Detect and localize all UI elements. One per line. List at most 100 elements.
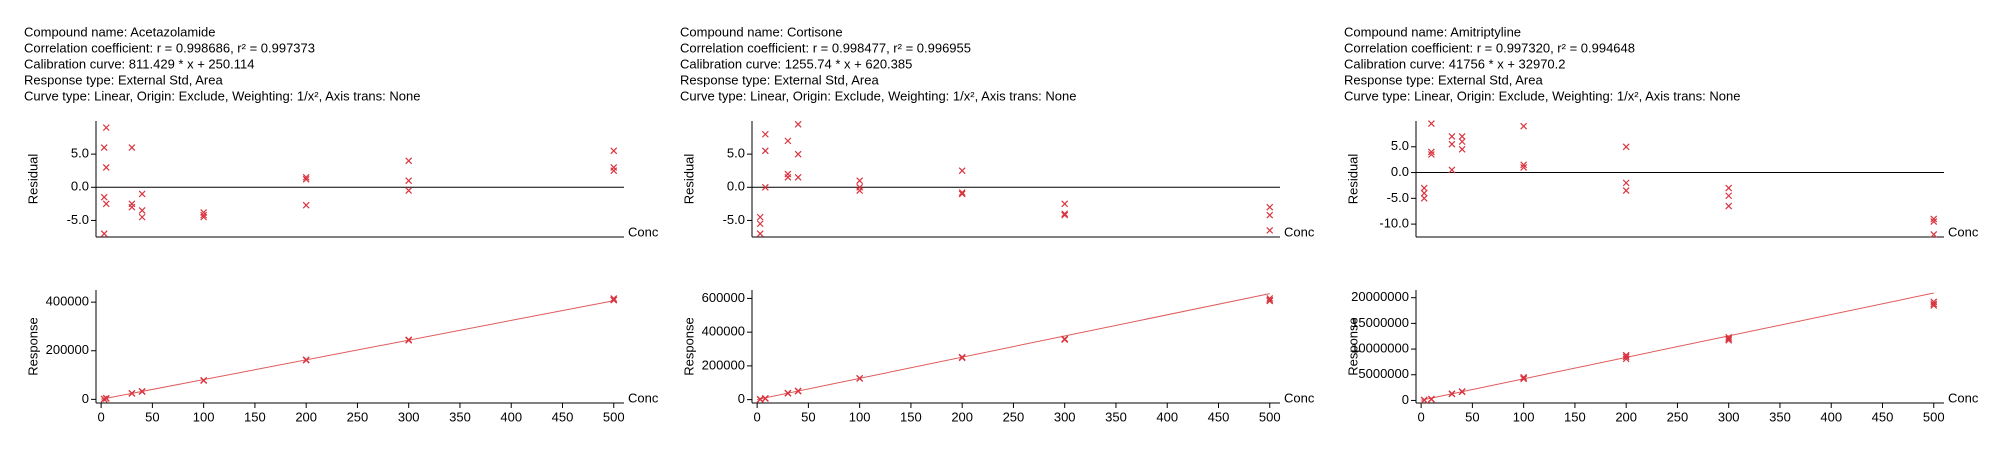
point xyxy=(1458,138,1466,146)
point xyxy=(1622,179,1630,187)
y-tick-label: -5.0 xyxy=(67,212,89,227)
header-line: Compound name: Cortisone xyxy=(680,24,843,39)
header-line: Curve type: Linear, Origin: Exclude, Wei… xyxy=(1344,88,1740,103)
point xyxy=(1061,210,1069,218)
x-tick-label: 450 xyxy=(1208,409,1230,424)
x-tick-label: 400 xyxy=(1156,409,1178,424)
fit-line xyxy=(1421,292,1934,401)
point xyxy=(1427,148,1435,156)
x-axis-label: Conc xyxy=(628,224,659,239)
point xyxy=(405,157,413,165)
point xyxy=(128,144,136,151)
point xyxy=(958,167,966,175)
y-tick-label: 0.0 xyxy=(71,179,89,194)
x-tick-label: 200 xyxy=(951,409,973,424)
y-tick-label: 0.0 xyxy=(1391,164,1409,179)
point xyxy=(794,150,802,158)
x-tick-label: 150 xyxy=(900,409,922,424)
x-tick-label: 450 xyxy=(552,409,574,424)
x-tick-label: 0 xyxy=(754,409,761,424)
point xyxy=(1427,151,1435,158)
point xyxy=(1420,184,1428,192)
point xyxy=(1725,336,1733,344)
point xyxy=(1930,230,1938,238)
point xyxy=(1061,336,1069,344)
x-tick-label: 250 xyxy=(1667,409,1689,424)
point xyxy=(1930,215,1938,223)
point xyxy=(794,387,802,395)
point xyxy=(784,389,792,397)
point xyxy=(100,193,108,201)
point xyxy=(1266,211,1274,219)
point xyxy=(1420,189,1428,197)
point xyxy=(1266,203,1274,211)
point xyxy=(1458,145,1466,153)
point xyxy=(1427,395,1435,403)
point xyxy=(128,389,136,397)
y-tick-label: 10000000 xyxy=(1351,341,1409,356)
header-line: Response type: External Std, Area xyxy=(680,72,879,87)
x-tick-label: 150 xyxy=(1564,409,1586,424)
point xyxy=(1427,120,1435,128)
point xyxy=(1930,300,1938,308)
x-tick-label: 100 xyxy=(1513,409,1535,424)
fit-line xyxy=(101,300,614,400)
point xyxy=(1448,390,1456,398)
fit-line xyxy=(757,293,1270,401)
x-axis-label: Conc xyxy=(1284,390,1315,405)
x-tick-label: 0 xyxy=(1418,409,1425,424)
point xyxy=(1725,192,1733,200)
header-line: Compound name: Amitriptyline xyxy=(1344,24,1521,39)
point xyxy=(794,120,802,128)
point xyxy=(1930,218,1938,225)
y-tick-label: 0 xyxy=(1402,392,1409,407)
point xyxy=(1622,353,1630,361)
header-line: Curve type: Linear, Origin: Exclude, Wei… xyxy=(24,88,420,103)
y-tick-label: 600000 xyxy=(702,290,745,305)
point xyxy=(138,207,146,214)
y-axis-label: Response xyxy=(681,317,696,376)
y-tick-label: 200000 xyxy=(46,342,89,357)
header-line: Correlation coefficient: r = 0.997320, r… xyxy=(1344,40,1635,55)
point xyxy=(610,295,618,302)
point xyxy=(405,336,413,344)
point xyxy=(200,213,208,221)
point xyxy=(856,187,864,195)
point xyxy=(1520,122,1528,130)
point xyxy=(1448,166,1456,174)
x-tick-label: 250 xyxy=(1003,409,1025,424)
point xyxy=(1448,140,1456,148)
point xyxy=(610,147,618,155)
x-tick-label: 350 xyxy=(1105,409,1127,424)
point xyxy=(1448,133,1456,140)
point xyxy=(610,167,618,175)
y-tick-label: 0 xyxy=(82,391,89,406)
y-tick-label: 200000 xyxy=(702,357,745,372)
x-tick-label: 300 xyxy=(398,409,420,424)
point xyxy=(102,124,110,132)
x-tick-label: 400 xyxy=(500,409,522,424)
x-tick-label: 350 xyxy=(449,409,471,424)
point xyxy=(1420,194,1428,202)
point xyxy=(784,170,792,178)
x-tick-label: 200 xyxy=(1615,409,1637,424)
x-axis-label: Conc xyxy=(628,390,659,405)
point xyxy=(856,177,864,185)
point xyxy=(1266,295,1274,302)
x-tick-label: 50 xyxy=(145,409,159,424)
y-axis-label: Residual xyxy=(25,154,40,205)
point xyxy=(784,173,792,181)
x-tick-label: 100 xyxy=(849,409,871,424)
y-tick-label: 400000 xyxy=(46,294,89,309)
x-tick-label: 0 xyxy=(98,409,105,424)
y-axis-label: Residual xyxy=(681,154,696,205)
point xyxy=(1458,133,1466,140)
x-tick-label: 50 xyxy=(1465,409,1479,424)
x-tick-label: 100 xyxy=(193,409,215,424)
x-tick-label: 500 xyxy=(1259,409,1281,424)
x-tick-label: 500 xyxy=(603,409,625,424)
x-tick-label: 250 xyxy=(347,409,369,424)
point xyxy=(784,137,792,145)
point xyxy=(302,201,310,209)
point xyxy=(1061,211,1069,219)
